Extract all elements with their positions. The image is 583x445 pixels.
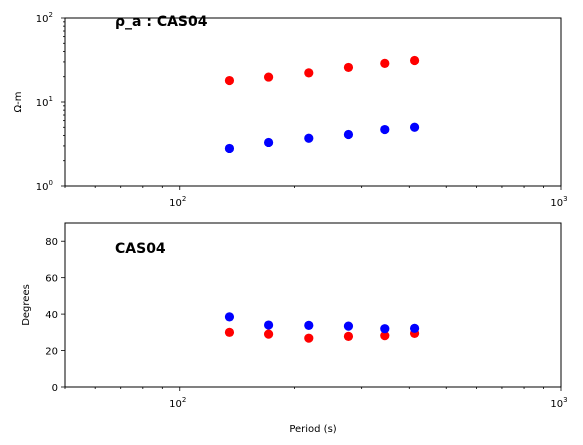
phase-data-point — [380, 331, 390, 341]
resistivity-data-point — [343, 129, 354, 140]
resistivity-y-label: Ω-m — [13, 92, 24, 113]
phase-data-point — [304, 333, 314, 343]
resistivity-data-point — [224, 75, 235, 86]
resistivity-panel: 102 103 100 101 102 ρ_a : CAS04 Ω-m — [13, 11, 568, 209]
phase-data-point — [263, 320, 274, 330]
resistivity-data-point — [409, 122, 420, 132]
resistivity-data-point — [380, 124, 390, 135]
phase-axes: 102 103 0 20 40 60 80 — [45, 237, 567, 410]
resistivity-data-point — [304, 133, 314, 143]
resistivity-y-tick-label: 101 — [36, 95, 53, 109]
phase-y-tick-label: 60 — [45, 274, 58, 285]
phase-data-point — [263, 329, 274, 339]
phase-plot-area — [65, 223, 561, 387]
resistivity-y-tick-label: 102 — [36, 11, 53, 25]
resistivity-frame — [64, 17, 562, 187]
phase-x-tick-label: 102 — [169, 396, 186, 410]
resistivity-y-tick-label: 100 — [36, 179, 53, 193]
phase-data-point — [304, 320, 314, 331]
phase-y-tick-label: 80 — [45, 237, 58, 248]
phase-data-point — [343, 321, 354, 331]
phase-y-tick-label: 0 — [52, 383, 58, 394]
resistivity-data-point — [343, 62, 354, 73]
resistivity-plot-area — [65, 18, 561, 186]
resistivity-data-point — [409, 55, 420, 66]
phase-y-tick-label: 20 — [45, 347, 58, 358]
phase-y-label: Degrees — [21, 284, 32, 326]
phase-x-label: Period (s) — [289, 424, 336, 435]
resistivity-data-point — [263, 137, 274, 148]
phase-marks — [224, 312, 420, 343]
phase-data-point — [224, 312, 235, 322]
resistivity-marks — [224, 55, 420, 154]
phase-data-point — [343, 331, 354, 341]
phase-data-point — [409, 323, 420, 333]
resistivity-data-point — [304, 68, 314, 78]
resistivity-title: ρ_a : CAS04 — [115, 14, 208, 30]
phase-frame — [64, 222, 562, 388]
phase-panel: 102 103 0 20 40 60 80 CAS04 Degrees Period (s) — [21, 222, 568, 435]
resistivity-x-tick-label: 102 — [169, 195, 186, 209]
phase-data-point — [380, 324, 390, 334]
resistivity-x-tick-label: 103 — [550, 195, 567, 209]
resistivity-data-point — [263, 72, 274, 82]
phase-x-tick-label: 103 — [550, 396, 567, 410]
phase-title: CAS04 — [115, 241, 166, 257]
phase-y-tick-label: 40 — [45, 310, 58, 321]
resistivity-data-point — [224, 143, 235, 154]
resistivity-data-point — [380, 58, 390, 69]
phase-data-point — [224, 327, 235, 337]
